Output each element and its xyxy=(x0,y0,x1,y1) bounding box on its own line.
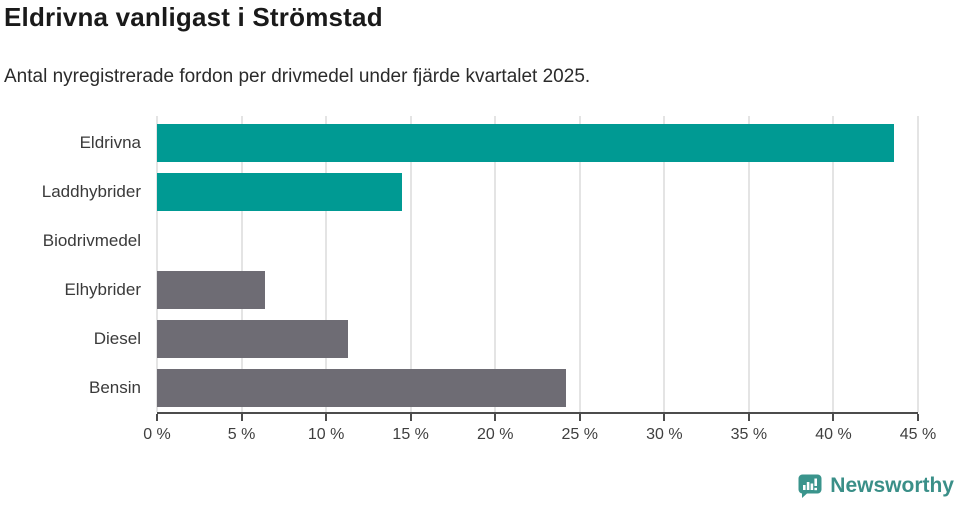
axis-tick-label: 0 % xyxy=(143,426,171,443)
bar-chart: Eldrivna Laddhybrider Biodrivmedel Elhybrid… xyxy=(0,116,960,460)
category-label: Laddhybrider xyxy=(41,181,141,201)
gridline xyxy=(578,116,581,412)
axis-tick xyxy=(663,414,666,421)
bar-row: Biodrivmedel xyxy=(0,216,960,265)
axis-tick-label: 45 % xyxy=(899,426,937,443)
bar xyxy=(157,270,266,309)
bar-track xyxy=(157,368,918,407)
axis-tick-label: 20 % xyxy=(476,426,514,443)
newsworthy-logo: Newsworthy xyxy=(797,473,954,499)
axis-tick-label: 10 % xyxy=(307,426,345,443)
newsworthy-wordmark: Newsworthy xyxy=(830,474,954,497)
bar-row: Elhybrider xyxy=(0,265,960,314)
category-label: Biodrivmedel xyxy=(42,230,141,250)
x-axis: 0 % 5 % 10 % 15 % 20 % 25 % 30 % 35 % 40 % 45 % xyxy=(143,412,936,460)
axis-tick-label: 35 % xyxy=(730,426,768,443)
gridline xyxy=(663,116,666,412)
axis-tick-label: 15 % xyxy=(392,426,429,443)
bar xyxy=(157,123,895,162)
axis-tick xyxy=(156,414,158,421)
newsworthy-bubble-chart-icon xyxy=(798,474,822,498)
gridline xyxy=(409,116,412,412)
category-label: Eldrivna xyxy=(79,132,141,152)
bar-rows: Eldrivna Laddhybrider Biodrivmedel Elhybrid… xyxy=(0,118,960,412)
gridline xyxy=(917,116,919,412)
category-label: Bensin xyxy=(89,377,141,397)
gridline xyxy=(156,116,158,412)
axis-tick-label: 40 % xyxy=(815,426,852,443)
axis-tick xyxy=(578,414,581,421)
plot-gridlines xyxy=(156,116,919,412)
gridline xyxy=(747,116,750,412)
axis-tick xyxy=(240,414,243,421)
axis-tick xyxy=(494,414,497,421)
category-label: Elhybrider xyxy=(64,279,141,299)
axis-tick-label: 30 % xyxy=(646,426,683,443)
bar xyxy=(157,172,403,211)
bar-track xyxy=(157,222,918,260)
axis-tick xyxy=(325,414,328,421)
bar-row: Bensin xyxy=(0,363,960,412)
axis-tick-label: 25 % xyxy=(561,426,598,443)
axis-tick xyxy=(832,414,835,421)
gridline xyxy=(832,116,835,412)
axis-tick xyxy=(917,414,919,421)
gridline xyxy=(240,116,243,412)
gridline xyxy=(325,116,328,412)
axis-tick-label: 5 % xyxy=(227,426,256,443)
chart-title: Eldrivna vanligast i Strömstad xyxy=(4,2,383,32)
chart-subtitle: Antal nyregistrerade fordon per drivmede… xyxy=(4,66,591,87)
bar-track xyxy=(157,172,918,211)
axis-tick xyxy=(409,414,412,421)
bar-track xyxy=(157,123,918,162)
axis-tick xyxy=(747,414,750,421)
bar-track xyxy=(157,319,918,358)
category-label: Diesel xyxy=(93,328,141,348)
bar-row: Eldrivna xyxy=(0,118,960,167)
bar-row: Laddhybrider xyxy=(0,167,960,216)
bar xyxy=(157,319,349,358)
bar-track xyxy=(157,270,918,309)
bar-row: Diesel xyxy=(0,314,960,363)
gridline xyxy=(494,116,497,412)
bar xyxy=(157,368,567,407)
